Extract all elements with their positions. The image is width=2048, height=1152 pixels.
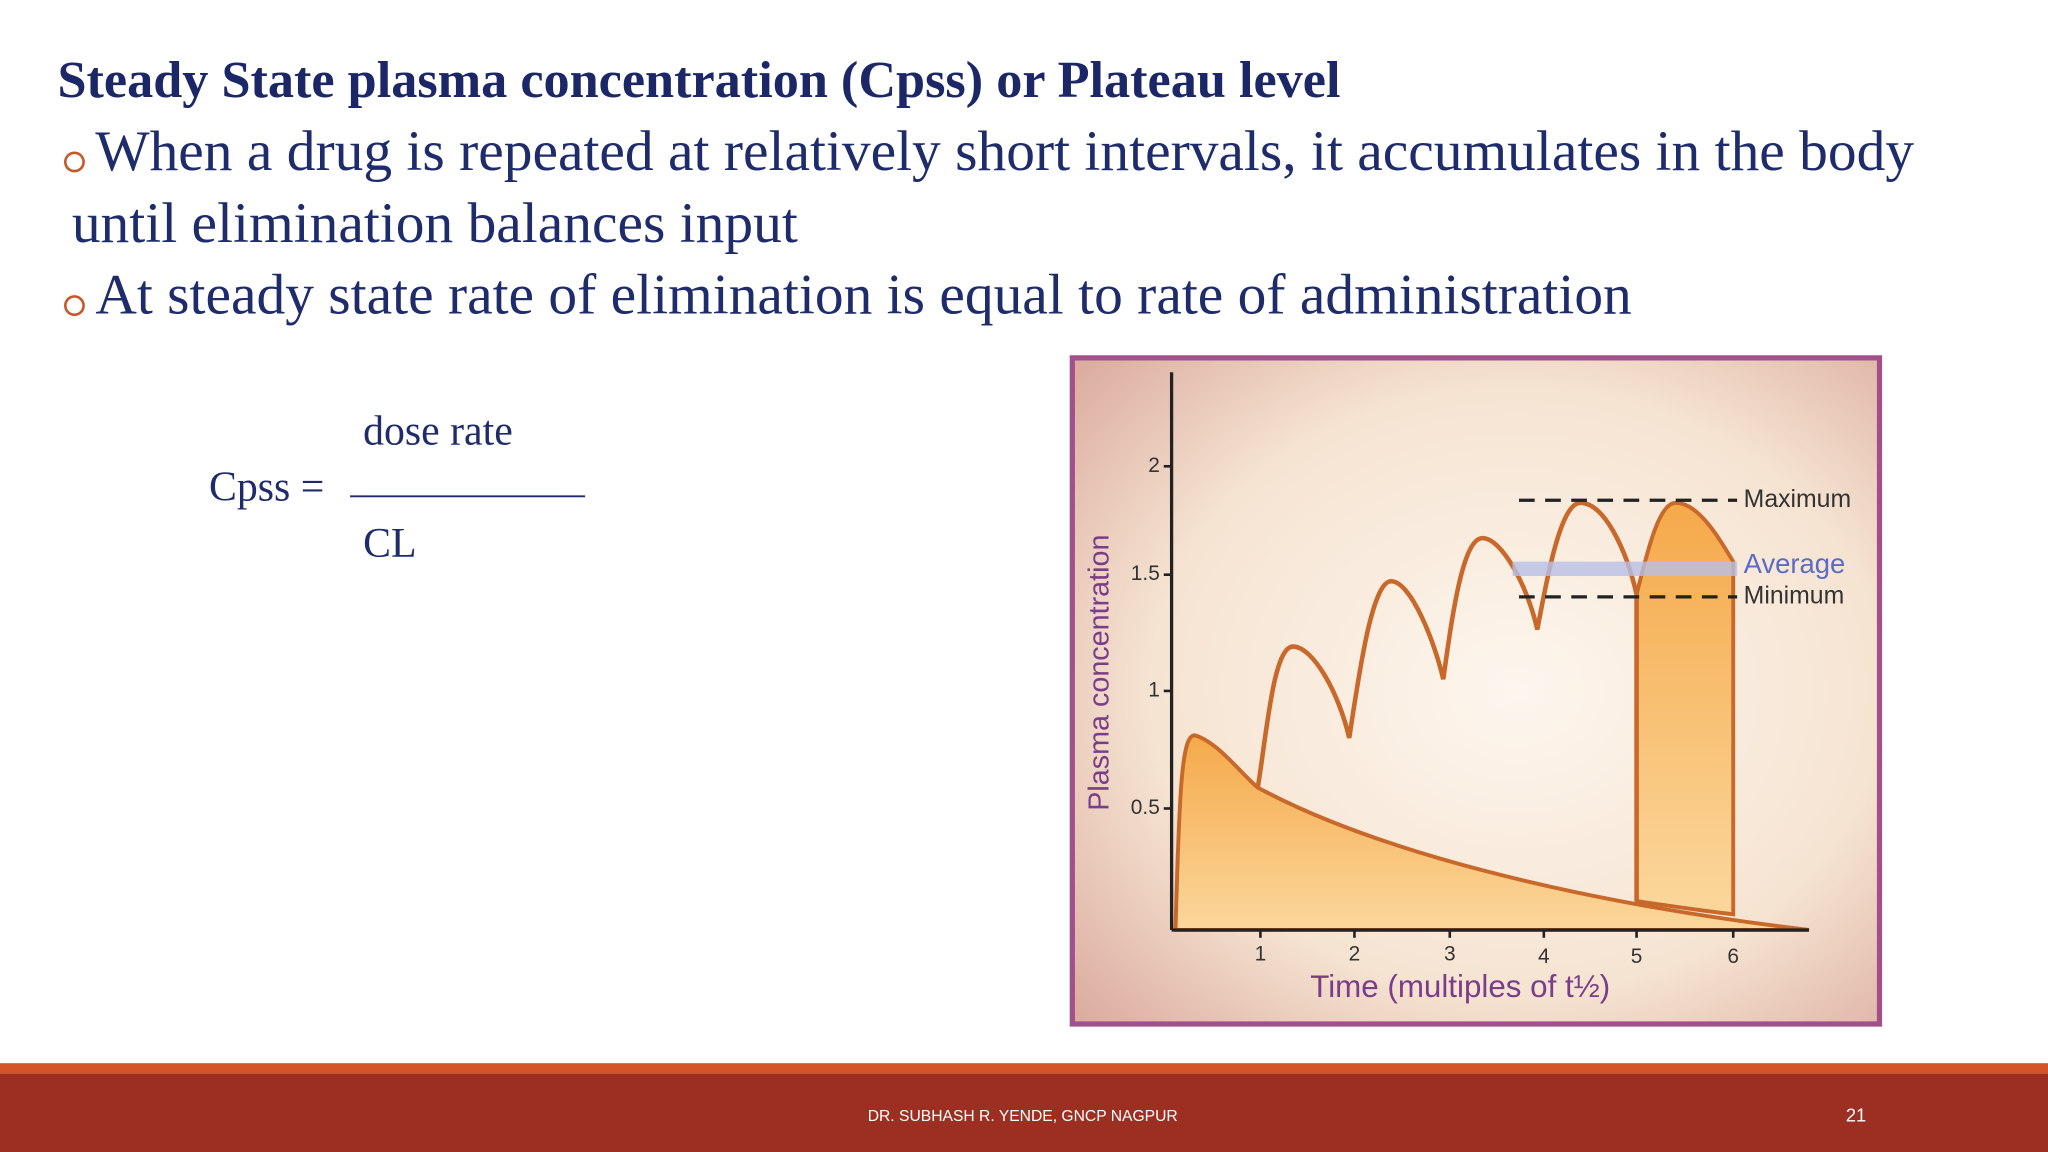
y-tick-label: 0.5 [1131, 796, 1160, 819]
bullet-marker [64, 151, 85, 173]
bullet-text: until elimination balances input [72, 192, 798, 255]
footer-text: DR. SUBHASH R. YENDE, GNCP NAGPUR [868, 1108, 1178, 1125]
y-tick-label: 1 [1148, 678, 1160, 701]
y-tick-label: 1.5 [1131, 562, 1160, 585]
footer-stripe [0, 1063, 2048, 1074]
figure: Maximum Average Minimum Plasma concentra… [1069, 355, 1883, 1027]
x-axis-label: Time (multiples of t½) [1310, 969, 1610, 1004]
steady-state-area [1634, 500, 1736, 917]
y-axis-label: Plasma concentration [1084, 535, 1116, 811]
x-tick-label: 2 [1349, 942, 1361, 965]
average-band [1512, 561, 1738, 576]
annotation: Average [1744, 548, 1846, 579]
x-tick-label: 3 [1444, 942, 1456, 965]
x-tick-label: 4 [1538, 945, 1550, 968]
repeated-dose-curve [1255, 500, 1639, 902]
formula-numerator: dose rate [363, 409, 513, 455]
formula-denominator: CL [363, 521, 416, 567]
bullet-marker [64, 295, 85, 317]
formula-lhs: Cpss = [209, 465, 324, 511]
annotation: Minimum [1744, 582, 1845, 609]
slide-title: Steady State plasma concentration (Cpss)… [57, 51, 1340, 109]
y-tick-label: 2 [1148, 454, 1160, 477]
footer [0, 1073, 2048, 1152]
bullet-text: When a drug is repeated at relatively sh… [95, 120, 1914, 183]
x-tick-label: 6 [1727, 945, 1739, 968]
bullet-text: At steady state rate of elimination is e… [95, 264, 1631, 327]
x-tick-label: 5 [1631, 945, 1643, 968]
page-number: 21 [1846, 1105, 1866, 1126]
annotation: Maximum [1744, 486, 1851, 513]
x-tick-label: 1 [1255, 942, 1267, 965]
